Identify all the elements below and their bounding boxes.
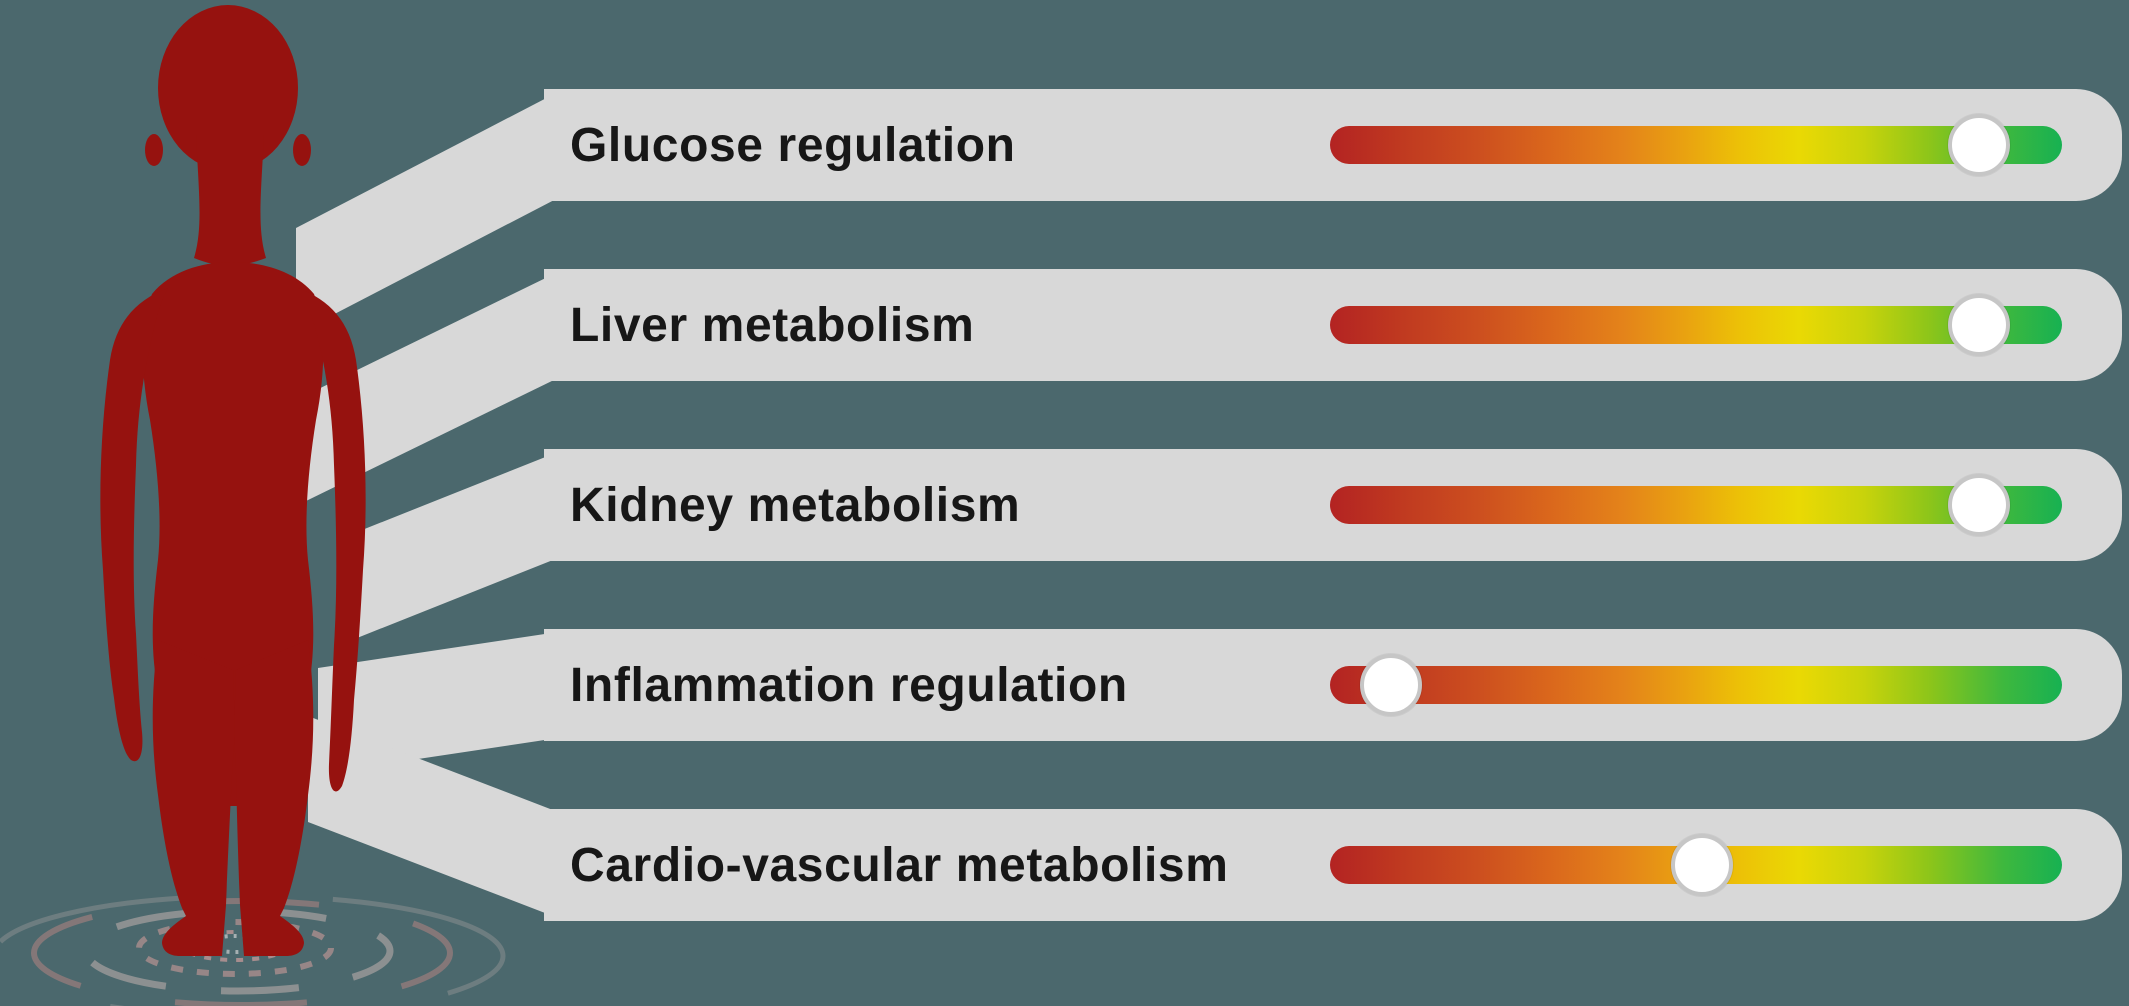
slider-knob[interactable] xyxy=(1359,654,1422,716)
metric-label: Kidney metabolism xyxy=(570,478,1021,532)
metric-row-inflammation-regulation: Inflammation regulation xyxy=(544,629,2122,741)
body-left-arm xyxy=(100,288,168,762)
body-right-leg xyxy=(234,640,314,956)
connector-band xyxy=(318,632,558,774)
gradient-track[interactable] xyxy=(1330,306,2062,344)
metric-row-liver-metabolism: Liver metabolism xyxy=(544,269,2122,381)
connector-band xyxy=(304,272,558,502)
inflammation-regulation-slider[interactable] xyxy=(1330,654,2062,716)
body-head xyxy=(158,5,298,171)
gradient-track[interactable] xyxy=(1330,126,2062,164)
metric-row-glucose-regulation: Glucose regulation xyxy=(544,89,2122,201)
metric-label: Inflammation regulation xyxy=(570,658,1128,712)
human-body-silhouette xyxy=(100,5,366,956)
metric-label: Cardio-vascular metabolism xyxy=(570,838,1229,892)
metric-label: Glucose regulation xyxy=(570,118,1016,172)
connector-bands xyxy=(296,92,558,918)
cardio-vascular-metabolism-slider[interactable] xyxy=(1330,834,2062,896)
gradient-track[interactable] xyxy=(1330,486,2062,524)
connector-band xyxy=(296,92,558,334)
connector-band xyxy=(308,716,558,918)
slider-knob[interactable] xyxy=(1947,294,2010,356)
metric-row-kidney-metabolism: Kidney metabolism xyxy=(544,449,2122,561)
liver-metabolism-slider[interactable] xyxy=(1330,294,2062,356)
gradient-track[interactable] xyxy=(1330,666,2062,704)
kidney-metabolism-slider[interactable] xyxy=(1330,474,2062,536)
slider-knob[interactable] xyxy=(1947,114,2010,176)
body-neck xyxy=(194,135,266,266)
metric-row-cardio-vascular-metabolism: Cardio-vascular metabolism xyxy=(544,809,2122,921)
body-right-arm xyxy=(298,288,366,792)
slider-knob[interactable] xyxy=(1670,834,1733,896)
metric-label: Liver metabolism xyxy=(570,298,975,352)
body-left-leg xyxy=(152,640,235,956)
glucose-regulation-slider[interactable] xyxy=(1330,114,2062,176)
connector-band xyxy=(352,452,558,640)
slider-knob[interactable] xyxy=(1947,474,2010,536)
